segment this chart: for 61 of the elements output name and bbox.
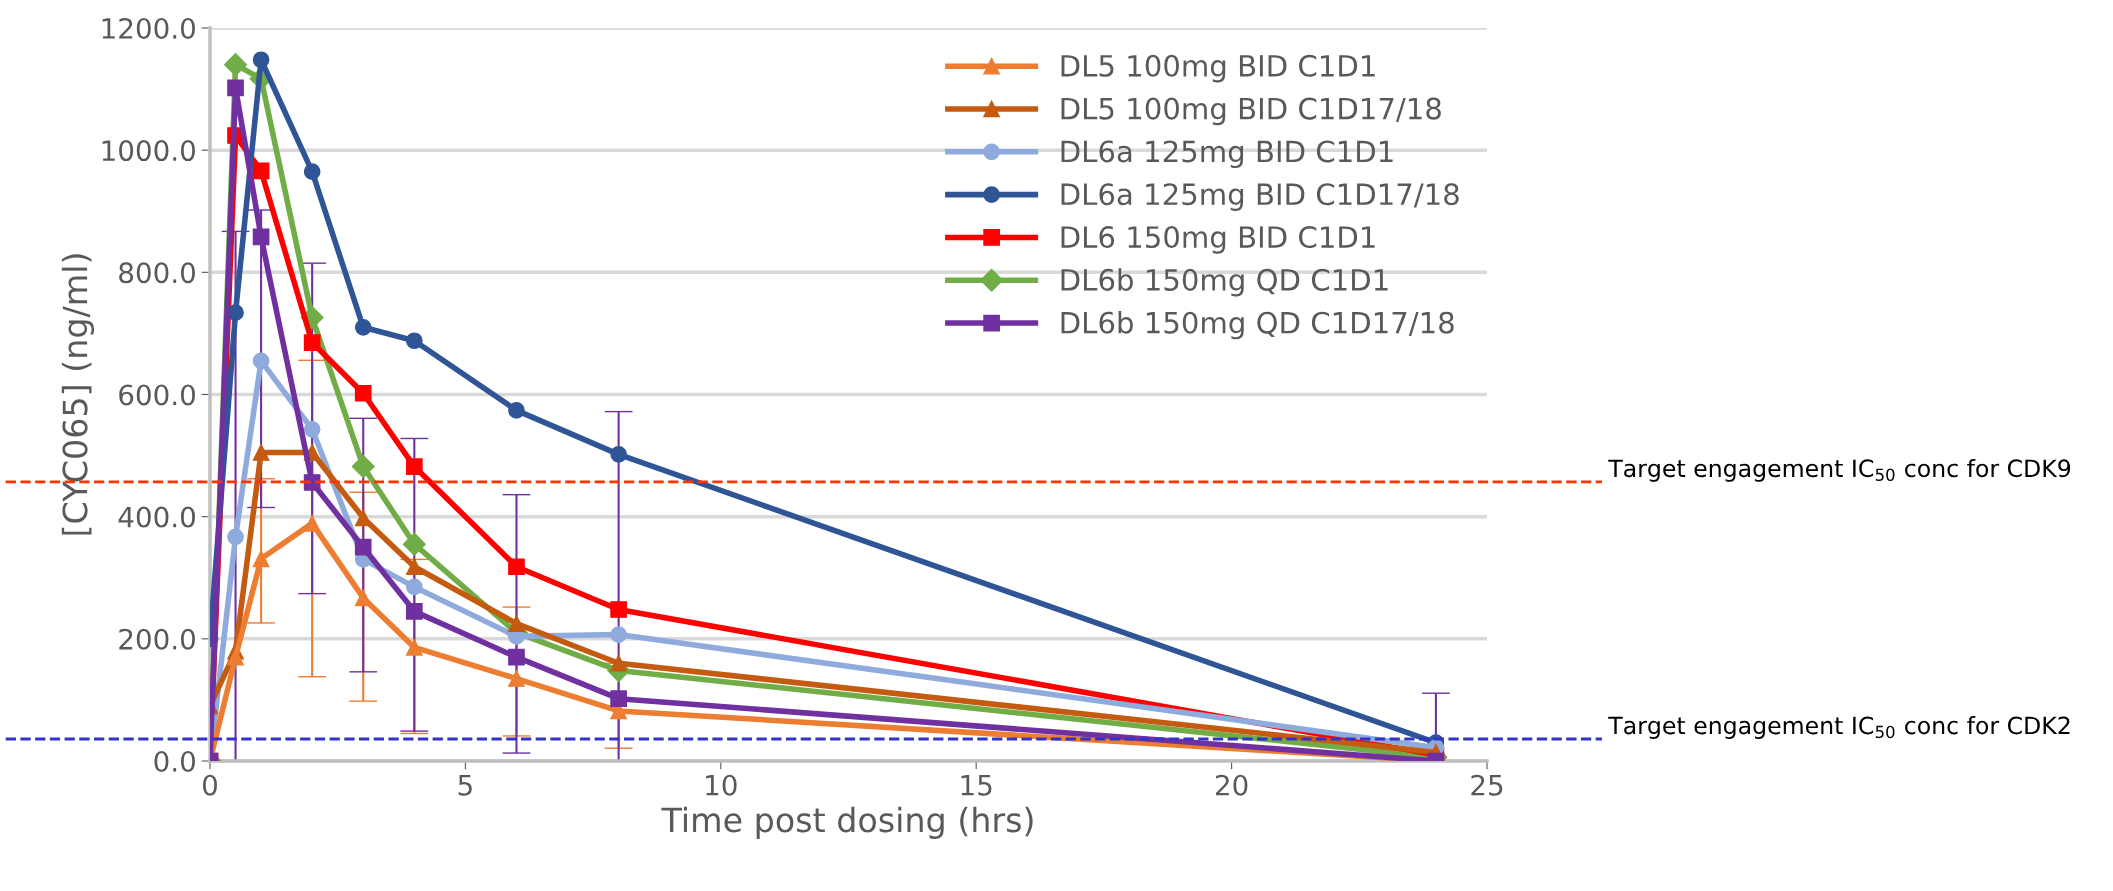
point bbox=[405, 578, 423, 596]
point bbox=[610, 446, 627, 463]
point bbox=[224, 53, 248, 77]
y-tick-label: 800.0 bbox=[119, 262, 195, 284]
legend-label: DL6a 125mg BID C1D1 bbox=[1061, 140, 1393, 169]
point bbox=[252, 51, 270, 69]
x-tick-label: 15 bbox=[961, 775, 992, 796]
y-tick-label: 1200.0 bbox=[102, 17, 195, 39]
point bbox=[610, 626, 627, 643]
point bbox=[303, 163, 321, 180]
point bbox=[252, 444, 270, 461]
point bbox=[508, 615, 525, 632]
ref-line-label: Target engagement IC$_{50}$ conc for CDK2 bbox=[1608, 716, 2070, 739]
x-tick-label: 5 bbox=[458, 775, 472, 796]
point bbox=[303, 420, 321, 438]
point bbox=[508, 670, 525, 687]
point bbox=[354, 538, 372, 556]
y-tick-label: 400.0 bbox=[118, 506, 195, 528]
point bbox=[252, 550, 270, 568]
y-axis-title: [CYC065] (ng/ml) bbox=[61, 254, 95, 535]
legend-label: DL6 150mg BID C1D1 bbox=[1061, 226, 1375, 254]
point bbox=[405, 603, 423, 620]
y-tick-label: 200.0 bbox=[119, 628, 195, 650]
point bbox=[303, 515, 321, 532]
point bbox=[508, 558, 525, 576]
point bbox=[405, 639, 423, 656]
legend-label: DL6a 125mg BID C1D17/18 bbox=[1061, 183, 1459, 211]
point bbox=[405, 332, 423, 350]
x-axis-title: Time post dosing (hrs) bbox=[661, 806, 1033, 839]
point bbox=[303, 334, 321, 351]
point bbox=[227, 79, 244, 97]
legend-label: DL6b 150mg QD C1D1 bbox=[1061, 268, 1388, 297]
point bbox=[252, 162, 270, 180]
point bbox=[354, 384, 372, 402]
y-tick-label: 1000.0 bbox=[102, 140, 195, 162]
legend-label: DL5 100mg BID C1D17/18 bbox=[1061, 97, 1441, 126]
point bbox=[227, 648, 244, 666]
legend-label: DL5 100mg BID C1D1 bbox=[1061, 54, 1375, 83]
x-tick-label: 25 bbox=[1471, 774, 1503, 796]
point bbox=[354, 509, 372, 527]
point bbox=[405, 558, 423, 576]
y-tick-label: 0.0 bbox=[154, 750, 195, 772]
x-tick-label: 0 bbox=[202, 774, 217, 796]
point bbox=[610, 690, 627, 708]
x-tick-label: 20 bbox=[1215, 774, 1248, 796]
point bbox=[610, 601, 627, 618]
point bbox=[508, 402, 525, 419]
point bbox=[351, 455, 375, 479]
point bbox=[354, 589, 372, 607]
point bbox=[252, 352, 270, 370]
point bbox=[610, 654, 627, 672]
point bbox=[402, 532, 426, 556]
point bbox=[508, 648, 525, 666]
y-tick-label: 600.0 bbox=[119, 384, 195, 406]
legend-label: DL6b 150mg QD C1D17/18 bbox=[1061, 311, 1454, 340]
point bbox=[405, 458, 423, 475]
point bbox=[354, 318, 372, 336]
ref-line-label: Target engagement IC$_{50}$ conc for CDK9 bbox=[1608, 458, 2071, 482]
x-tick-label: 10 bbox=[706, 774, 737, 796]
point bbox=[252, 228, 270, 246]
point bbox=[227, 528, 244, 546]
